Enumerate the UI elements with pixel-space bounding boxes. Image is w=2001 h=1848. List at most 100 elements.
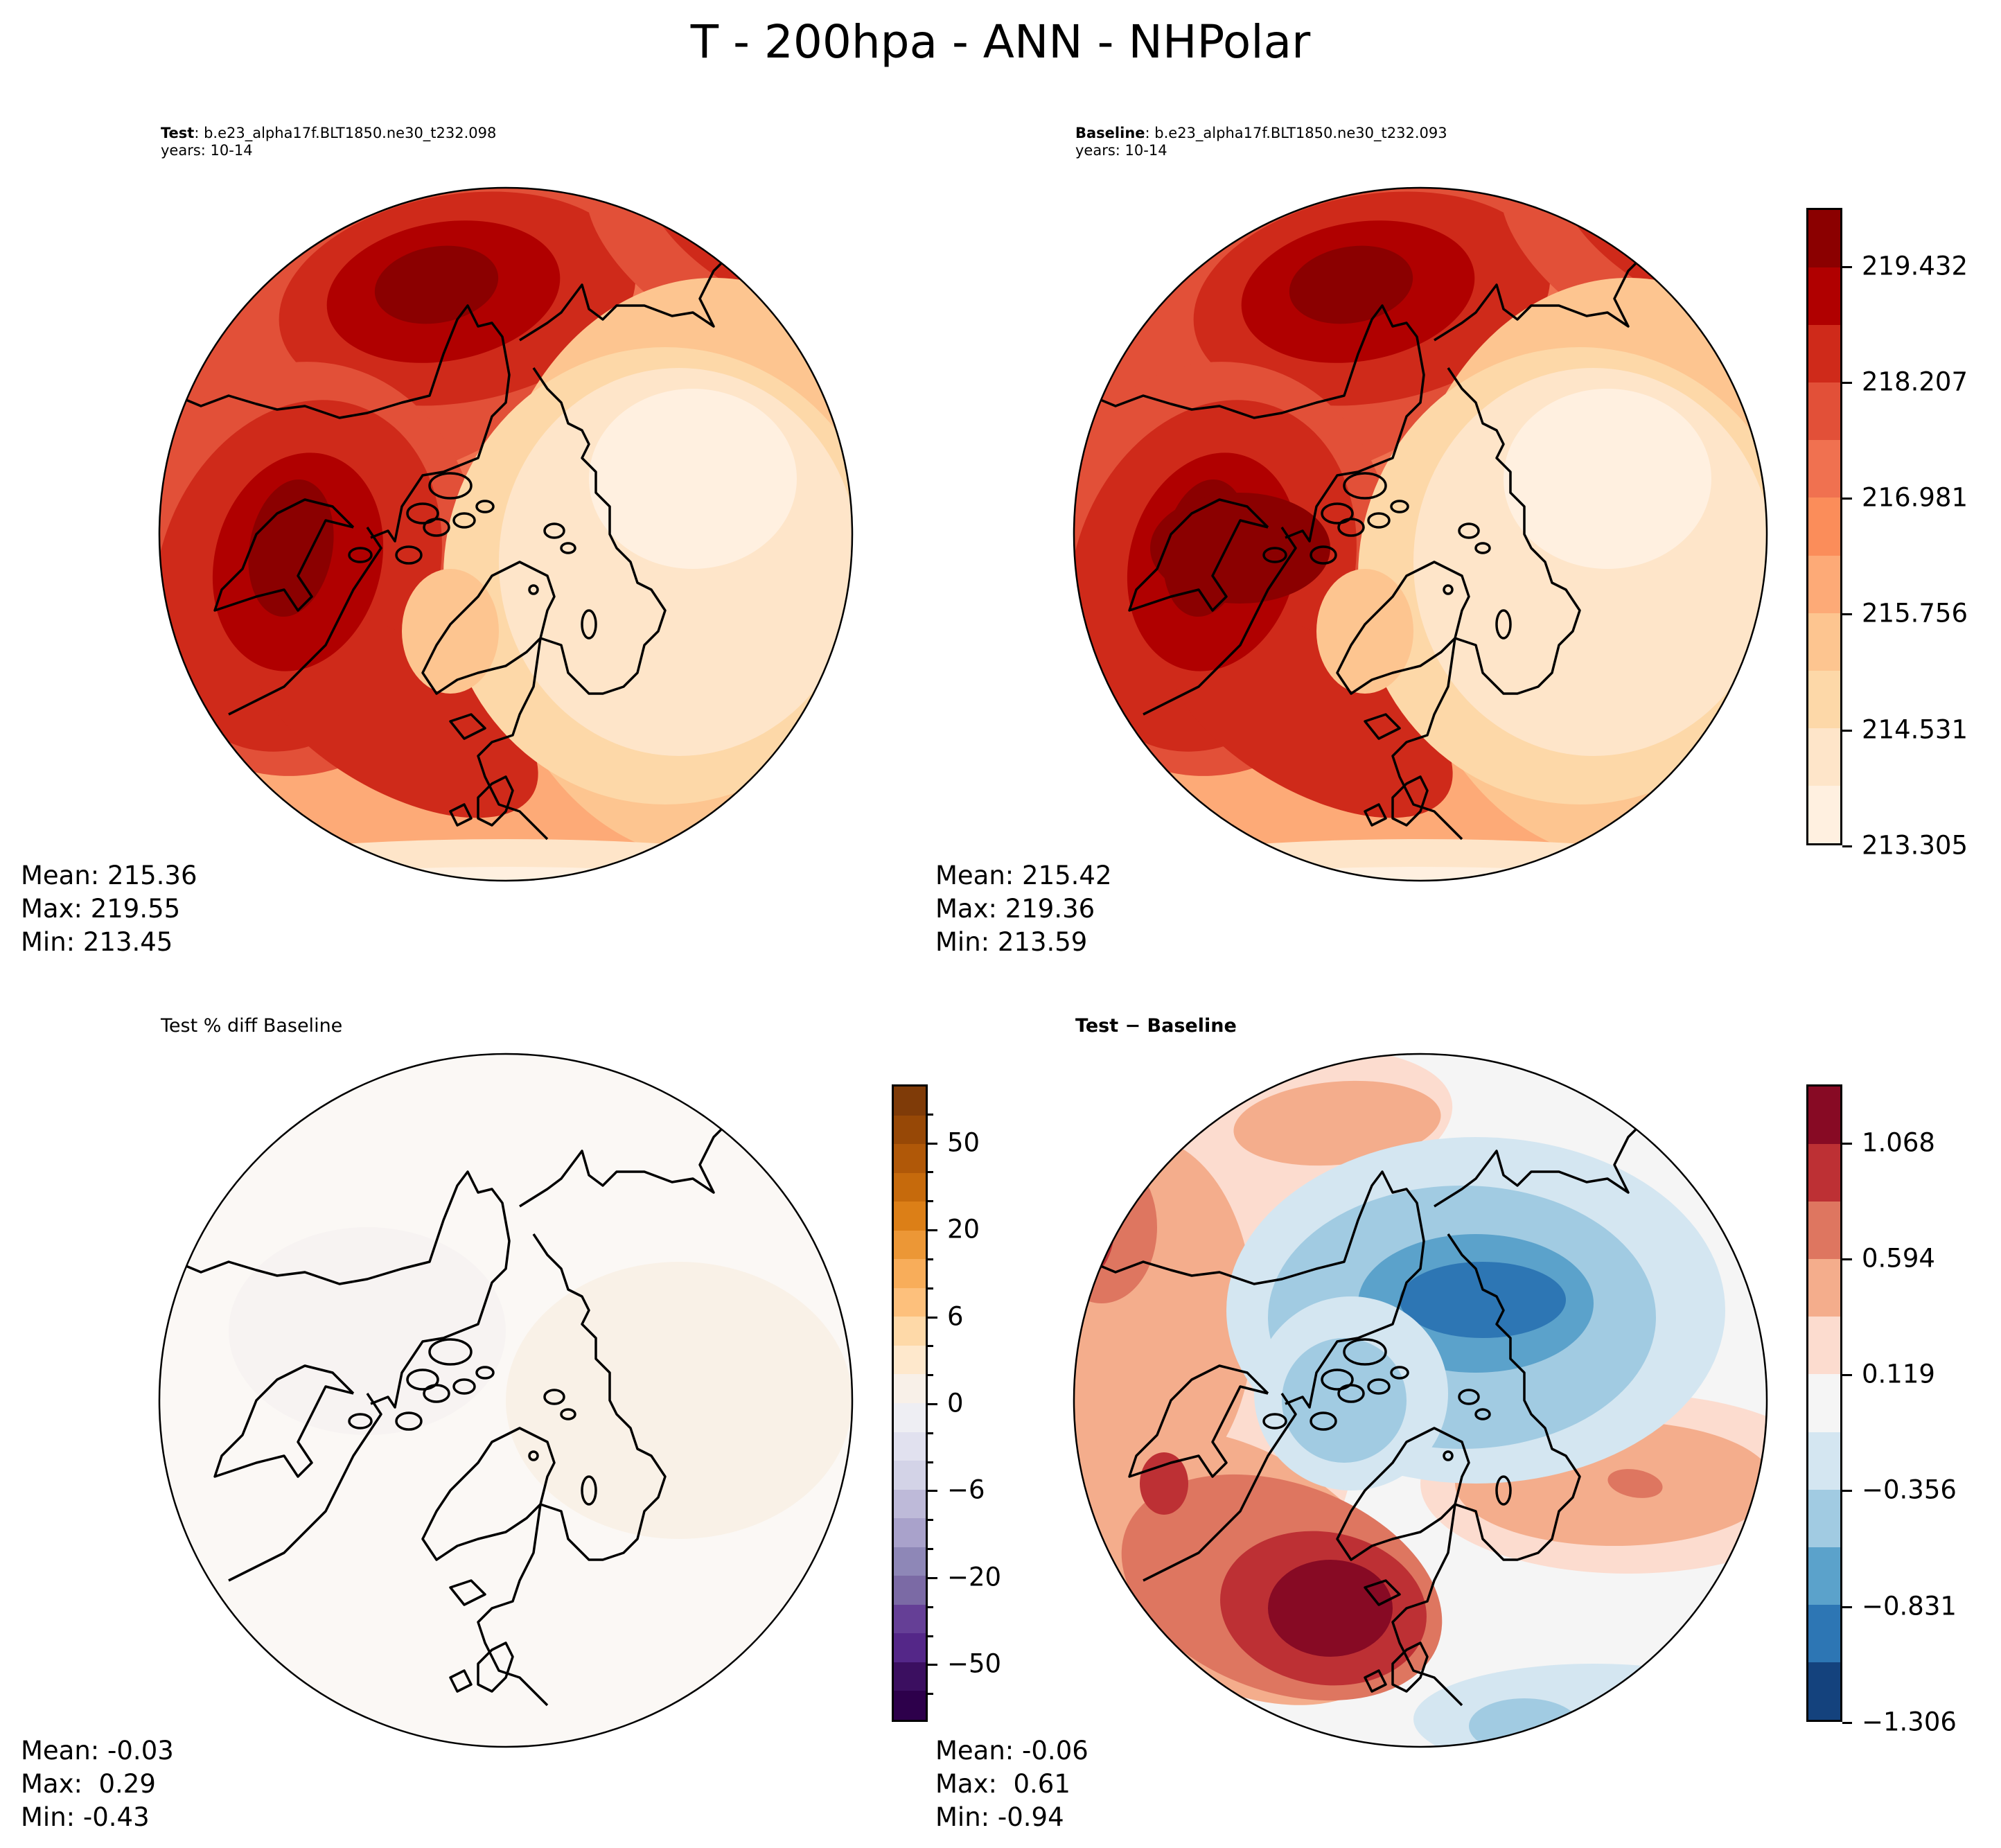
pctdiff-colorbar-band [894,1461,926,1490]
pctdiff-colorbar-band [894,1144,926,1173]
pctdiff-max: Max: 0.29 [21,1769,156,1799]
temperature-colorbar-tick [1842,381,1852,384]
contour-fill [589,389,797,569]
diff-map [1073,1053,1768,1748]
pctdiff-colorbar-minor-tick [928,1519,933,1522]
contour-fill [1289,245,1413,324]
diff-panel-title: Test − Baseline [1075,1015,1237,1037]
contour-fill [1140,1452,1188,1515]
pctdiff-colorbar-minor-tick [928,1605,933,1608]
baseline-case-name: : b.e23_alpha17f.BLT1850.ne30_t232.093 [1145,125,1447,141]
pctdiff-island [395,1411,423,1431]
figure-title: T - 200hpa - ANN - NHPolar [690,15,1311,69]
temperature-colorbar-band [1808,382,1840,441]
test-stats: Mean: 215.36 Max: 219.55 Min: 213.45 [21,859,197,959]
baseline-map-boundary [1073,186,1768,882]
test-map [158,186,854,882]
diff-colorbar-band [1808,1317,1840,1375]
pctdiff-map [158,1053,854,1748]
temperature-colorbar-band [1808,670,1840,728]
test-years: years: 10-14 [161,142,253,159]
diff-map-boundary [1073,1053,1768,1748]
test-coastline [477,367,667,841]
diff-colorbar-band [1808,1662,1840,1721]
diff-colorbar-band [1808,1432,1840,1490]
diff-coastline [1391,1233,1581,1707]
diff-colorbar-band [1808,1202,1840,1260]
pctdiff-colorbar-band [894,1432,926,1461]
pctdiff-island [543,1389,565,1405]
pctdiff-colorbar-band [894,1374,926,1404]
test-coastline [449,803,473,827]
pctdiff-field [159,1054,852,1747]
baseline-island [1343,472,1387,500]
pctdiff-colorbar-minor-tick [928,1664,933,1666]
temperature-colorbar-band [1808,210,1840,268]
baseline-island [1458,522,1480,539]
temperature-colorbar-tick-label: 218.207 [1862,367,1968,397]
pctdiff-coastline [449,1579,486,1606]
pctdiff-colorbar-minor-tick [928,1693,933,1696]
diff-colorbar-band [1808,1547,1840,1605]
pctdiff-colorbar-tick-label: 6 [947,1301,964,1332]
diff-island [1474,1408,1491,1420]
pctdiff-colorbar-tick-label: −50 [947,1648,1002,1679]
pctdiff-coastlines [159,1115,797,1707]
pctdiff-colorbar-minor-tick [928,1316,933,1319]
test-island [452,512,476,529]
pctdiff-island [428,1338,473,1366]
pctdiff-panel-title: Test % diff Baseline [161,1015,343,1037]
diff-coastline [1391,1642,1429,1693]
pctdiff-coastline [449,1669,473,1693]
baseline-coastline [1391,775,1429,827]
diff-colorbar-band [1808,1374,1840,1432]
diff-island [1443,1450,1454,1461]
test-coastline [228,527,382,716]
temperature-colorbar: 219.432 218.207 216.981 215.756 214.531 213.3… [1806,208,1968,861]
temperature-colorbar-tick [1842,498,1852,500]
pctdiff-colorbar-minor-tick [928,1200,933,1203]
diff-colorbar-tick-label: −0.356 [1862,1475,1957,1505]
diff-colorbar-tick [1842,1142,1852,1145]
baseline-coastline [1364,803,1387,827]
test-coastline [477,775,514,827]
contour-fill [1143,867,1698,881]
contour-fill [229,1227,506,1435]
diff-island [1337,1384,1365,1403]
temperature-colorbar-tick-label: 215.756 [1862,598,1968,628]
baseline-panel-title: Baseline: b.e23_alpha17f.BLT1850.ne30_t2… [1075,125,1447,159]
baseline-years: years: 10-14 [1075,142,1167,159]
pctdiff-island [581,1475,597,1506]
diff-island [1367,1378,1391,1395]
pctdiff-colorbar-tick-label: −20 [947,1562,1002,1592]
diff-colorbar-band [1808,1086,1840,1145]
diff-colorbar-band [1808,1604,1840,1662]
baseline-island [1495,609,1512,640]
contour-fill [1166,610,1453,818]
temperature-colorbar-band [1808,555,1840,613]
pctdiff-coastline [477,1642,514,1693]
diff-colorbar-bands [1806,1084,1842,1722]
pctdiff-island [423,1384,450,1403]
pctdiff-coastline [213,1364,355,1478]
temperature-colorbar-tick-label: 213.305 [1862,830,1968,861]
pctdiff-colorbar: 50 20 6 0 −6 −20 −50 [892,1084,1001,1722]
pctdiff-colorbar-tick-label: 50 [947,1127,980,1158]
diff-coastline [1143,1393,1297,1582]
pctdiff-colorbar-band [894,1230,926,1260]
pctdiff-colorbar-band [894,1403,926,1432]
contour-fill [506,1262,852,1539]
contour-fill [1150,493,1330,604]
pctdiff-colorbar-band [894,1202,926,1231]
temperature-colorbar-band [1808,325,1840,383]
contour-fill [1607,1469,1663,1498]
pctdiff-colorbar-tick-label: −6 [947,1475,985,1505]
pctdiff-island [348,1413,373,1429]
test-coastline [159,304,511,543]
diff-island [1390,1366,1409,1380]
pctdiff-colorbar-tick-label: 20 [947,1214,980,1244]
temperature-colorbar-tick [1842,729,1852,732]
diff-colorbar-band [1808,1144,1840,1202]
diff-max: Max: 0.61 [935,1769,1070,1799]
pctdiff-colorbar-band [894,1489,926,1519]
